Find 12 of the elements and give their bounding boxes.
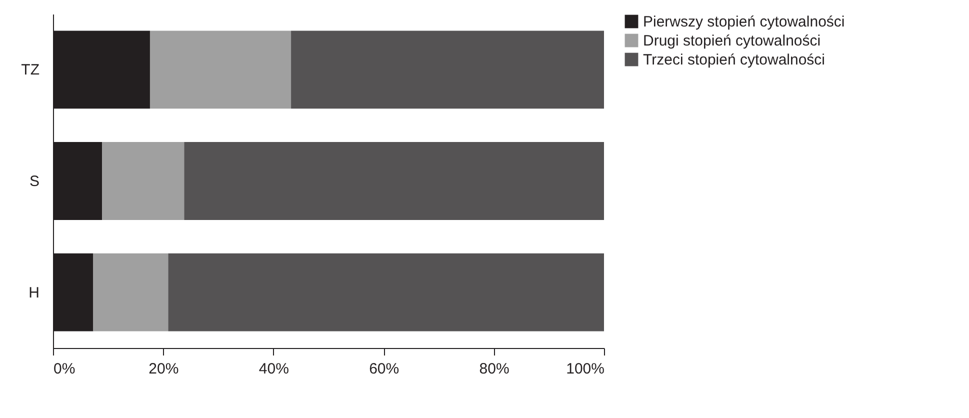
x-tick-label: 40% [258,360,289,378]
legend-label: Pierwszy stopień cytowalności [643,14,845,30]
x-tick-label: 0% [54,360,76,378]
y-tick-label: H [28,284,40,302]
y-tick-label: S [29,173,40,190]
legend-label: Drugi stopień cytowalności [643,32,821,50]
x-tick-label: 60% [369,360,400,378]
x-tick-label: 80% [479,360,510,378]
x-tick-label: 20% [148,360,179,378]
y-tick-label: TZ [21,62,40,79]
x-tick-label: 100% [566,360,604,378]
legend-label: Trzeci stopień cytowalności [643,52,826,68]
